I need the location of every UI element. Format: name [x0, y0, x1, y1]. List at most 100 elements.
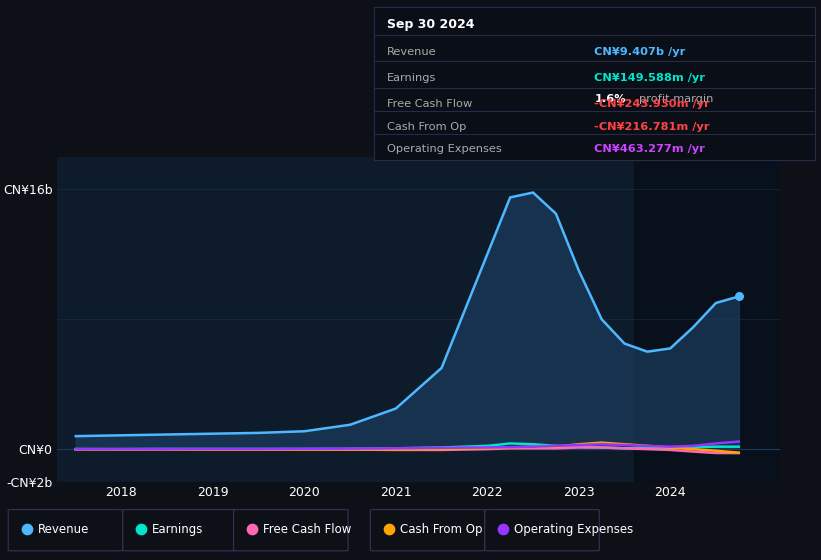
Free Cash Flow: [597, 444, 607, 451]
Cash From Op: [711, 447, 721, 454]
Revenue: [208, 430, 218, 437]
Earnings: [117, 446, 126, 452]
Earnings: [642, 445, 652, 452]
Revenue: [163, 431, 172, 438]
Cash From Op: [437, 446, 447, 452]
Operating Expenses: [254, 446, 264, 452]
Text: Operating Expenses: Operating Expenses: [514, 522, 634, 536]
Free Cash Flow: [117, 446, 126, 452]
Operating Expenses: [551, 442, 561, 449]
Cash From Op: [505, 444, 515, 451]
Operating Expenses: [208, 446, 218, 452]
Revenue: [300, 428, 310, 435]
Text: CN¥149.588m /yr: CN¥149.588m /yr: [594, 73, 705, 83]
Point: [135, 525, 148, 534]
Cash From Op: [208, 446, 218, 453]
Earnings: [528, 441, 538, 447]
Operating Expenses: [163, 446, 172, 452]
Revenue: [528, 189, 538, 196]
Operating Expenses: [505, 444, 515, 451]
Cash From Op: [117, 446, 126, 452]
Free Cash Flow: [688, 448, 698, 455]
Operating Expenses: [483, 444, 493, 451]
Earnings: [483, 442, 493, 449]
Earnings: [208, 446, 218, 452]
Cash From Op: [163, 446, 172, 452]
Cash From Op: [620, 441, 630, 447]
Operating Expenses: [665, 444, 675, 450]
Earnings: [300, 446, 310, 452]
Revenue: [665, 345, 675, 352]
Text: -CN¥243.930m /yr: -CN¥243.930m /yr: [594, 99, 710, 109]
Earnings: [437, 444, 447, 451]
Earnings: [711, 444, 721, 450]
Earnings: [505, 440, 515, 447]
Operating Expenses: [300, 445, 310, 452]
Text: Revenue: Revenue: [38, 522, 89, 536]
Text: CN¥463.277m /yr: CN¥463.277m /yr: [594, 144, 705, 155]
Free Cash Flow: [483, 446, 493, 452]
Cash From Op: [254, 446, 264, 453]
Free Cash Flow: [734, 450, 744, 456]
Cash From Op: [642, 442, 652, 449]
Line: Earnings: Earnings: [76, 444, 739, 449]
Revenue: [711, 300, 721, 306]
Earnings: [551, 442, 561, 449]
Revenue: [437, 365, 447, 371]
Operating Expenses: [345, 445, 355, 452]
Line: Free Cash Flow: Free Cash Flow: [76, 447, 739, 453]
Free Cash Flow: [345, 446, 355, 453]
Free Cash Flow: [665, 446, 675, 453]
Cash From Op: [574, 441, 584, 447]
Text: CN¥9.407b /yr: CN¥9.407b /yr: [594, 47, 686, 57]
Text: Cash From Op: Cash From Op: [400, 522, 482, 536]
Point: [383, 525, 396, 534]
Revenue: [391, 405, 401, 412]
Free Cash Flow: [208, 446, 218, 453]
Text: Earnings: Earnings: [153, 522, 204, 536]
Cash From Op: [597, 439, 607, 446]
Cash From Op: [734, 449, 744, 456]
Earnings: [620, 445, 630, 452]
Earnings: [71, 446, 80, 452]
Revenue: [483, 251, 493, 258]
Revenue: [254, 430, 264, 436]
Earnings: [391, 445, 401, 452]
Free Cash Flow: [505, 445, 515, 452]
Operating Expenses: [574, 442, 584, 449]
Revenue: [574, 267, 584, 274]
Text: Sep 30 2024: Sep 30 2024: [387, 18, 475, 31]
Cash From Op: [483, 445, 493, 452]
Point: [245, 525, 259, 534]
Revenue: [642, 348, 652, 355]
Revenue: [620, 340, 630, 347]
Text: 1.6%: 1.6%: [594, 94, 626, 104]
Free Cash Flow: [551, 445, 561, 452]
Earnings: [665, 445, 675, 451]
Line: Cash From Op: Cash From Op: [76, 442, 739, 452]
Operating Expenses: [117, 446, 126, 452]
Earnings: [254, 446, 264, 452]
Cash From Op: [688, 446, 698, 452]
Free Cash Flow: [437, 446, 447, 453]
Free Cash Flow: [71, 446, 80, 452]
Operating Expenses: [597, 441, 607, 447]
Revenue: [345, 421, 355, 428]
Cash From Op: [300, 446, 310, 453]
Free Cash Flow: [711, 450, 721, 456]
Free Cash Flow: [391, 446, 401, 453]
Operating Expenses: [71, 446, 80, 452]
Operating Expenses: [642, 442, 652, 449]
Bar: [634, 157, 780, 482]
Cash From Op: [528, 444, 538, 450]
Revenue: [551, 210, 561, 217]
Operating Expenses: [528, 444, 538, 450]
FancyBboxPatch shape: [8, 510, 123, 551]
Text: Earnings: Earnings: [387, 73, 436, 83]
Earnings: [345, 445, 355, 452]
Cash From Op: [391, 446, 401, 453]
Point: [20, 525, 33, 534]
Free Cash Flow: [300, 446, 310, 453]
Cash From Op: [345, 446, 355, 453]
Operating Expenses: [391, 445, 401, 452]
